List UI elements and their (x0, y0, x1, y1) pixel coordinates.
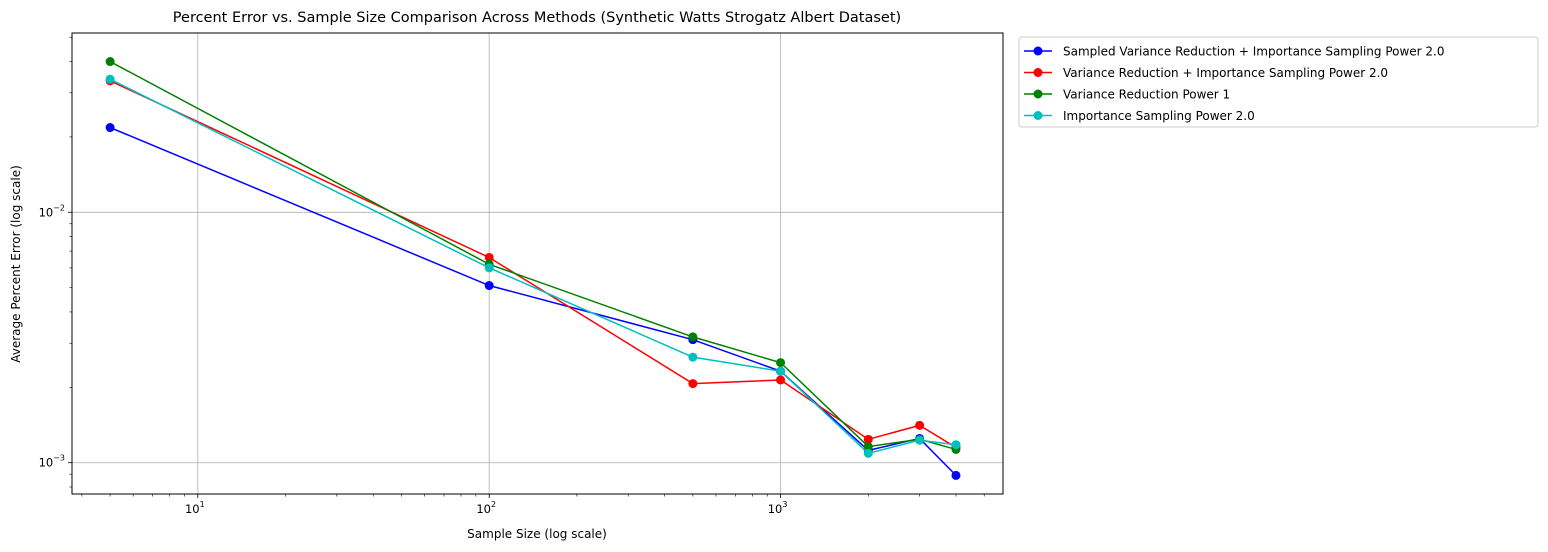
data-point (863, 434, 873, 444)
data-point (776, 375, 786, 385)
legend-marker (1033, 46, 1043, 56)
x-tick-label: 103 (768, 500, 788, 516)
legend-label: Variance Reduction + Importance Sampling… (1063, 66, 1388, 80)
y-tick-label-base: 10 (39, 205, 54, 219)
y-tick-label: 10−3 (39, 454, 65, 470)
plot-frame (71, 32, 1004, 495)
data-point (688, 352, 698, 362)
x-axis-label: Sample Size (log scale) (467, 527, 607, 541)
x-tick-label: 102 (476, 500, 496, 516)
legend-label: Sampled Variance Reduction + Importance … (1063, 45, 1445, 59)
x-tick-label-exponent: 1 (200, 500, 205, 509)
plot-area (105, 57, 961, 480)
data-point (863, 442, 873, 452)
data-point (688, 379, 698, 389)
data-point (915, 435, 925, 445)
data-point (105, 57, 115, 67)
series-line (109, 60, 957, 451)
data-point (105, 74, 115, 84)
series-4 (105, 74, 961, 458)
x-tick-label-base: 10 (768, 502, 783, 516)
data-point (951, 440, 961, 450)
x-tick-label-base: 10 (185, 502, 200, 516)
legend-label: Variance Reduction Power 1 (1063, 88, 1230, 102)
chart-title: Percent Error vs. Sample Size Comparison… (173, 10, 901, 26)
legend-marker (1033, 89, 1043, 99)
data-point (484, 252, 494, 262)
grid (72, 33, 1003, 494)
data-point (951, 470, 961, 480)
data-point (688, 332, 698, 342)
y-tick-label-base: 10 (39, 456, 54, 470)
series-line (109, 78, 957, 455)
legend-marker (1033, 111, 1043, 120)
series-line (109, 80, 957, 449)
series-3 (105, 57, 961, 454)
legend-frame (1018, 36, 1539, 128)
data-point (105, 123, 115, 133)
series-2 (105, 76, 961, 453)
legend-entry: Variance Reduction + Importance Sampling… (1024, 66, 1388, 80)
data-point (776, 358, 786, 368)
x-tick-label: 101 (185, 500, 205, 516)
y-tick-label-exponent: −3 (53, 454, 65, 463)
legend-entry: Importance Sampling Power 2.0 (1024, 109, 1255, 123)
data-point (484, 263, 494, 273)
legend-entry: Sampled Variance Reduction + Importance … (1024, 45, 1445, 59)
legend-entry: Variance Reduction Power 1 (1024, 88, 1230, 102)
legend: Sampled Variance Reduction + Importance … (1018, 36, 1539, 128)
series-line (109, 126, 957, 476)
x-tick-label-exponent: 2 (491, 500, 496, 509)
legend-marker (1033, 68, 1043, 77)
data-point (915, 420, 925, 430)
y-tick-label: 10−2 (39, 203, 65, 219)
x-tick-label-exponent: 3 (782, 500, 787, 509)
series-1 (105, 123, 961, 480)
data-point (484, 281, 494, 291)
y-axis-label: Average Percent Error (log scale) (9, 165, 23, 363)
y-tick-label-exponent: −2 (53, 203, 65, 212)
legend-label: Importance Sampling Power 2.0 (1063, 109, 1255, 123)
data-point (776, 366, 786, 376)
x-tick-label-base: 10 (476, 502, 491, 516)
data-point (863, 448, 873, 458)
